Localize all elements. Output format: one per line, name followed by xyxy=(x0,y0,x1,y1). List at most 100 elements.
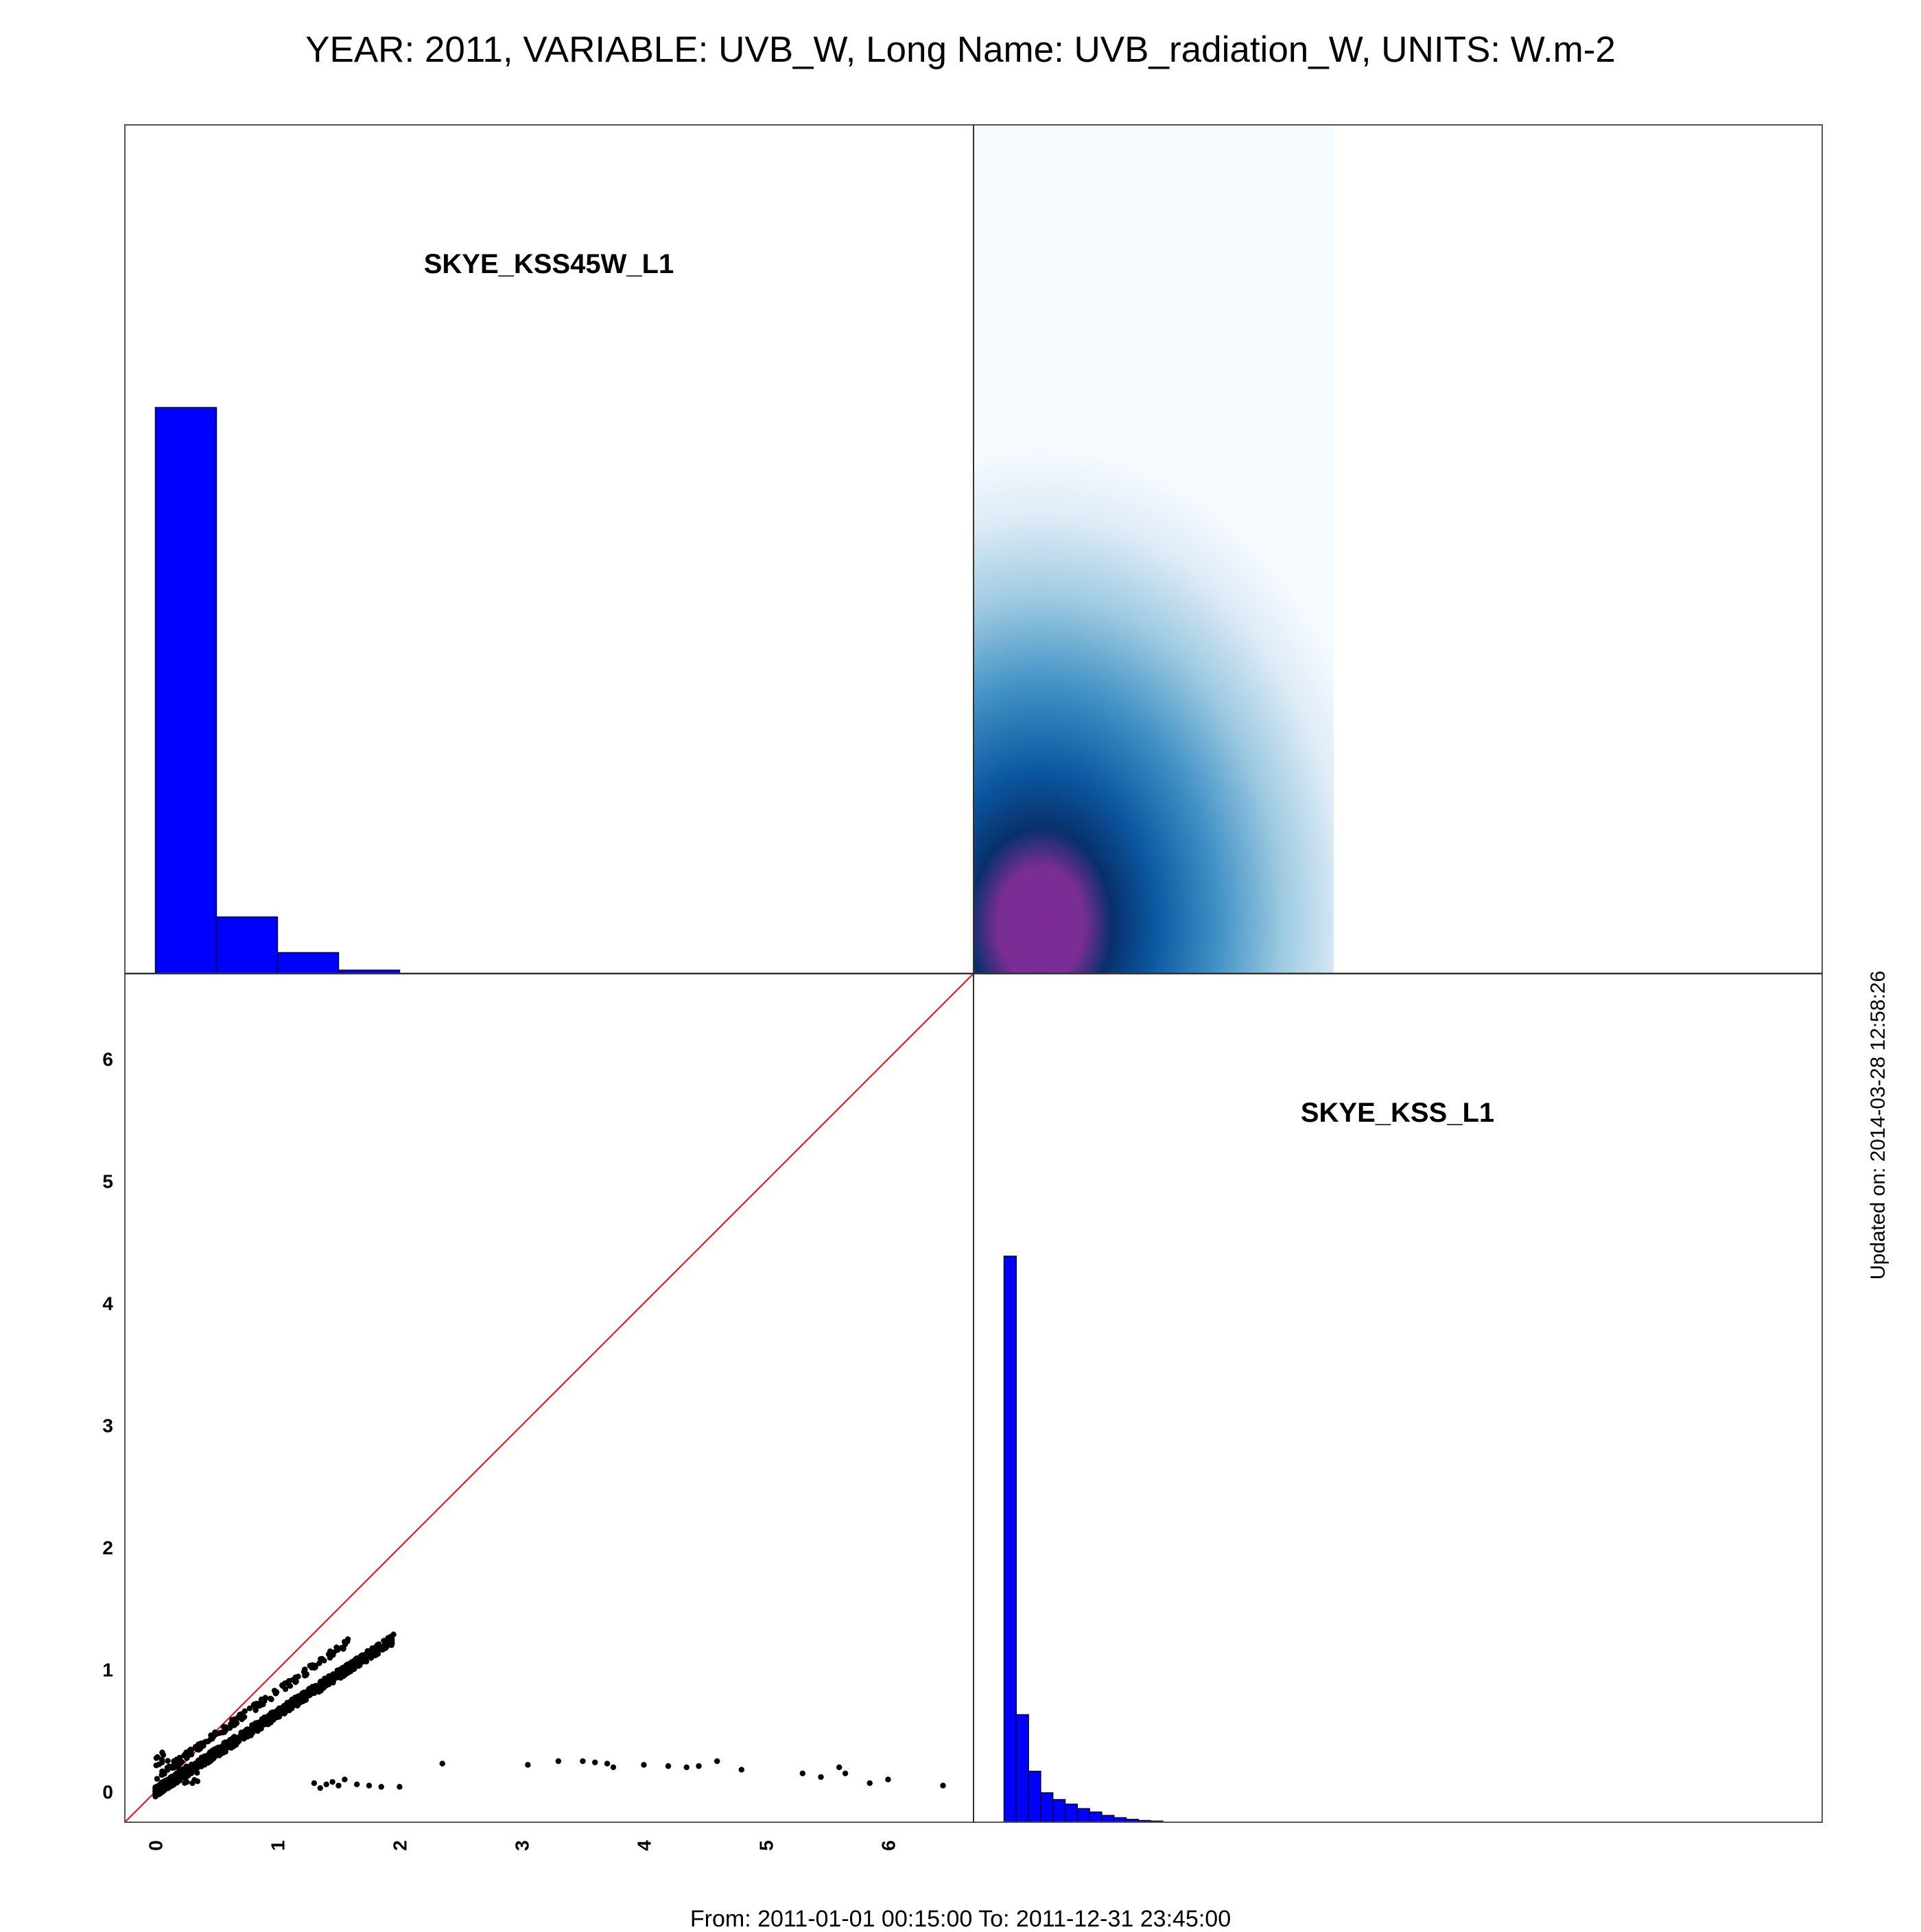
histogram-bar xyxy=(1101,1815,1115,1822)
x-tick-label: 4 xyxy=(633,1840,655,1851)
histogram-bar xyxy=(1076,1808,1090,1822)
scatter-point xyxy=(867,1780,873,1787)
scatter-point xyxy=(369,1651,375,1658)
scatter-point xyxy=(292,1695,298,1701)
scatter-point xyxy=(340,1664,346,1671)
scatter-point xyxy=(158,1779,165,1786)
scatter-point xyxy=(235,1738,242,1744)
scatter-point xyxy=(222,1741,228,1747)
histogram-bar xyxy=(1040,1792,1054,1822)
scatter-point xyxy=(439,1760,445,1767)
scatter-point xyxy=(325,1674,331,1680)
scatter-point xyxy=(295,1673,301,1680)
scatter-point xyxy=(331,1672,337,1679)
scatter-point xyxy=(351,1662,357,1669)
scatter-point xyxy=(165,1781,172,1788)
scatter-point xyxy=(194,1769,200,1776)
scatter-point xyxy=(353,1781,360,1788)
scatter-point xyxy=(290,1677,296,1683)
scatter-point xyxy=(273,1689,280,1695)
scatter-point xyxy=(364,1653,370,1659)
scatter-point xyxy=(261,1721,267,1727)
scatter-point xyxy=(176,1765,182,1771)
scatter-point xyxy=(226,1740,232,1746)
x-tick-label: 1 xyxy=(267,1840,288,1851)
scatter-point xyxy=(246,1705,253,1712)
scatter-point xyxy=(885,1776,891,1782)
scatter-point xyxy=(714,1758,720,1765)
scatter-point xyxy=(178,1759,184,1765)
scatter-point xyxy=(525,1762,531,1768)
scatter-point xyxy=(267,1695,274,1702)
y-tick-label: 0 xyxy=(102,1782,113,1803)
histogram-bar xyxy=(1003,1256,1017,1822)
scatter-point xyxy=(329,1779,335,1785)
date-range-footer: From: 2011-01-01 00:15:00 To: 2011-12-31… xyxy=(690,1906,1231,1932)
scatter-point xyxy=(164,1765,171,1771)
scatter-point xyxy=(683,1764,690,1771)
scatter-point xyxy=(229,1722,236,1728)
scatter-point xyxy=(165,1758,171,1764)
scatter-point xyxy=(334,1668,341,1675)
scatter-point xyxy=(315,1687,321,1693)
scatter-point xyxy=(303,1671,309,1677)
scatter-point xyxy=(665,1763,672,1769)
scatter-point xyxy=(300,1698,307,1704)
scatter-point xyxy=(220,1723,227,1730)
scatter-point xyxy=(366,1782,373,1789)
scatter-point xyxy=(261,1696,268,1703)
scatter-point xyxy=(385,1637,391,1643)
axis-ticks: 0 1 2 3 4 5 6 0 1 2 3 4 5 6 xyxy=(102,1049,899,1851)
y-tick-label: 4 xyxy=(102,1293,113,1315)
histogram-bar xyxy=(1052,1799,1066,1822)
density-heatmap xyxy=(974,125,1334,974)
scatter-point xyxy=(285,1702,292,1708)
scatter-point xyxy=(325,1680,332,1686)
histogram-panel-bottom-right xyxy=(1003,1256,1164,1822)
scatter-point xyxy=(604,1760,611,1767)
scatter-point xyxy=(270,1709,276,1715)
scatter-point xyxy=(244,1734,250,1740)
histogram-bar xyxy=(1089,1811,1103,1822)
scatter-point xyxy=(696,1763,702,1769)
histogram-bar xyxy=(1064,1803,1079,1822)
scatter-point xyxy=(338,1674,344,1680)
scatter-point xyxy=(160,1752,167,1758)
scatter-point xyxy=(738,1767,745,1773)
scatter-point xyxy=(204,1739,211,1745)
scatter-point xyxy=(193,1761,199,1768)
scatter-point xyxy=(836,1764,842,1771)
panel-label-kss: SKYE_KSS_L1 xyxy=(1301,1098,1494,1128)
scatter-point xyxy=(799,1770,806,1777)
scatter-point xyxy=(323,1781,329,1788)
scatter-point xyxy=(184,1779,190,1785)
scatter-point xyxy=(307,1662,313,1669)
scatter-point xyxy=(230,1743,236,1750)
scatter-point xyxy=(303,1690,310,1697)
scatter-point xyxy=(287,1682,293,1689)
histogram-bar xyxy=(154,407,217,974)
scatter-point xyxy=(302,1666,308,1673)
scatter-point xyxy=(318,1656,324,1662)
scatter-point xyxy=(185,1771,192,1778)
scatter-point xyxy=(378,1784,384,1790)
histogram-bar xyxy=(338,969,401,974)
updated-timestamp-text: Updated on: 2014-03-28 12:58:26 xyxy=(1867,970,1889,1280)
scatter-point xyxy=(641,1762,647,1768)
scatter-point xyxy=(154,1754,161,1760)
x-tick-label: 3 xyxy=(511,1840,532,1851)
scatter-point xyxy=(279,1682,285,1688)
scatter-point xyxy=(250,1701,257,1708)
scatter-point xyxy=(342,1776,348,1782)
scatter-point xyxy=(261,1715,267,1722)
chart-title: YEAR: 2011, VARIABLE: UVB_W, Long Name: … xyxy=(305,30,1616,70)
scatter-point xyxy=(580,1758,586,1765)
scatter-point xyxy=(309,1688,315,1695)
scatter-point xyxy=(842,1770,849,1777)
scatter-point xyxy=(237,1733,244,1739)
scatter-point xyxy=(397,1784,403,1790)
y-tick-label: 3 xyxy=(102,1415,113,1437)
scatter-point xyxy=(327,1648,333,1655)
scatter-panel-bottom-left xyxy=(125,974,974,1822)
x-tick-label: 2 xyxy=(389,1840,410,1851)
